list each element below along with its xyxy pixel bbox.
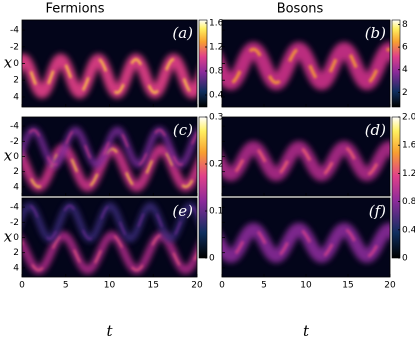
y-tick-label: 0 — [13, 152, 19, 162]
density-core — [22, 57, 197, 95]
x-tick-label: 15 — [342, 281, 353, 291]
colorbar-tick-label: 4 — [402, 65, 408, 75]
density-band — [222, 41, 390, 91]
colorbar-tick-label: 1.2 — [402, 169, 415, 179]
y-tick-label: -4 — [10, 203, 19, 213]
colorbar-tick-label: 2.0 — [402, 113, 415, 123]
y-tick-label: 0 — [13, 59, 19, 69]
y-tick-label: 2 — [13, 248, 19, 258]
y-tick-label: 4 — [13, 182, 19, 192]
density-core — [222, 227, 390, 258]
y-tick-label: -4 — [10, 122, 19, 132]
colorbar-tick-label: 2 — [402, 88, 408, 98]
heatmap — [222, 222, 390, 264]
colorbar — [391, 19, 401, 108]
y-axis-label: x — [4, 228, 13, 246]
y-tick-label: -2 — [10, 137, 19, 147]
density-core — [22, 234, 197, 271]
heatmap-panel — [21, 19, 198, 108]
heatmap-panel — [21, 197, 198, 278]
colorbar-tick-label: 0.8 — [402, 197, 415, 207]
density-core — [222, 145, 390, 177]
y-tick-label: -2 — [10, 218, 19, 228]
density-core — [22, 129, 197, 166]
y-tick-label: -2 — [10, 42, 19, 52]
colorbar-tick-label: 0 — [402, 254, 408, 264]
heatmap — [22, 202, 197, 275]
y-tick-label: -4 — [10, 26, 19, 36]
colorbar-tick-label: 0.2 — [209, 160, 223, 170]
x-axis-label: t — [303, 322, 310, 340]
y-tick-label: 0 — [13, 233, 19, 243]
y-tick-label: 4 — [13, 92, 19, 102]
colorbar-tick-label: 8 — [402, 20, 408, 30]
colorbar — [198, 19, 208, 108]
colorbar-tick-label: 0.4 — [402, 225, 415, 235]
heatmap — [222, 41, 390, 91]
density-band — [22, 202, 197, 243]
panel-label: (d) — [365, 121, 386, 139]
x-tick-label: 10 — [104, 281, 116, 291]
x-axis-label: t — [106, 322, 113, 340]
x-tick-label: 0 — [219, 281, 225, 291]
colorbar — [198, 116, 208, 259]
x-tick-label: 5 — [63, 281, 69, 291]
panel-label: (b) — [365, 24, 386, 42]
colorbar-tick-label: 6 — [402, 43, 408, 53]
heatmap — [222, 140, 390, 182]
colorbar-tick-label: 0.3 — [209, 113, 223, 123]
y-tick-label: 2 — [13, 167, 19, 177]
panel-label: (c) — [173, 121, 193, 139]
colorbar-tick-label: 0.4 — [209, 91, 224, 101]
column-title: Bosons — [277, 2, 324, 17]
panel-label: (e) — [172, 202, 193, 220]
y-axis-label: x — [4, 147, 13, 165]
heatmap — [22, 53, 197, 99]
density-core — [22, 147, 197, 188]
heatmap-panel — [221, 197, 391, 278]
y-tick-label: 2 — [13, 76, 19, 86]
colorbar-tick-label: 0.8 — [209, 67, 224, 77]
colorbar-tick-label: 1.6 — [402, 141, 415, 151]
heatmap-panel — [221, 19, 391, 108]
x-tick-label: 5 — [261, 281, 267, 291]
x-tick-label: 0 — [19, 281, 25, 291]
colorbar-tick-label: 0 — [209, 254, 215, 264]
heatmap-panel — [221, 116, 391, 197]
heatmap — [22, 126, 197, 192]
y-axis-label: x — [4, 54, 13, 72]
x-tick-label: 20 — [384, 281, 396, 291]
panel-label: (a) — [172, 24, 193, 42]
x-tick-label: 20 — [191, 281, 203, 291]
column-title: Fermions — [45, 2, 104, 17]
x-tick-label: 10 — [300, 281, 312, 291]
panel-label: (f) — [369, 202, 386, 220]
x-tick-label: 15 — [148, 281, 159, 291]
y-tick-label: 4 — [13, 263, 19, 273]
colorbar-tick-label: 0.1 — [209, 207, 223, 217]
colorbar — [391, 116, 401, 259]
colorbar-tick-label: 1.6 — [209, 19, 224, 29]
colorbar-tick-label: 1.2 — [209, 43, 223, 53]
